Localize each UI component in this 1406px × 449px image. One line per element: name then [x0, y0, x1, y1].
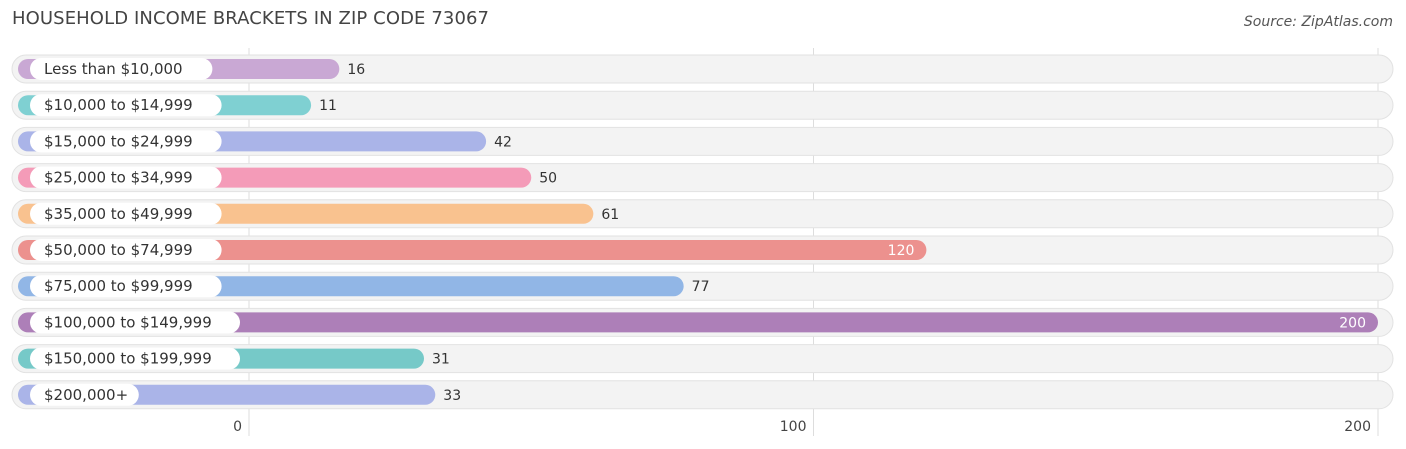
- source-label: Source: ZipAtlas.com: [1243, 14, 1393, 30]
- value-label: 120: [888, 243, 915, 259]
- chart-title: HOUSEHOLD INCOME BRACKETS IN ZIP CODE 73…: [12, 8, 490, 29]
- value-label: 61: [601, 207, 619, 223]
- category-label-pill: [30, 275, 222, 298]
- value-label: 77: [692, 279, 710, 295]
- category-label: Less than $10,000: [44, 60, 183, 78]
- category-label-pill: [30, 383, 139, 406]
- category-label: $200,000+: [44, 386, 128, 404]
- category-label-pill: [30, 311, 240, 334]
- category-label-pill: [30, 94, 222, 117]
- value-label: 33: [443, 388, 461, 404]
- category-label-pill: [30, 347, 240, 370]
- value-label: 11: [319, 98, 337, 114]
- category-label-pill: [30, 239, 222, 261]
- x-tick-label: 100: [780, 419, 807, 435]
- bar: [18, 240, 927, 260]
- bar-track: [11, 54, 1394, 84]
- value-label: 31: [432, 352, 450, 368]
- category-label-pill: [30, 130, 222, 153]
- category-label: $25,000 to $34,999: [44, 169, 193, 187]
- value-label: 42: [494, 134, 512, 150]
- category-label: $100,000 to $149,999: [44, 313, 212, 331]
- category-label: $35,000 to $49,999: [44, 205, 193, 223]
- category-label: $150,000 to $199,999: [44, 350, 212, 368]
- bar-track: [11, 90, 1394, 120]
- category-label-pill: [30, 58, 213, 80]
- x-tick-label: 200: [1344, 419, 1371, 435]
- category-label: $15,000 to $24,999: [44, 132, 193, 150]
- value-label: 200: [1339, 315, 1366, 331]
- value-label: 50: [539, 171, 557, 187]
- x-tick-label: 0: [233, 419, 242, 435]
- category-label: $75,000 to $99,999: [44, 277, 193, 295]
- category-label: $10,000 to $14,999: [44, 96, 193, 114]
- category-label: $50,000 to $74,999: [44, 241, 193, 259]
- category-label-pill: [30, 166, 222, 189]
- category-label-pill: [30, 202, 222, 225]
- value-label: 16: [347, 62, 365, 78]
- bar: [18, 312, 1378, 333]
